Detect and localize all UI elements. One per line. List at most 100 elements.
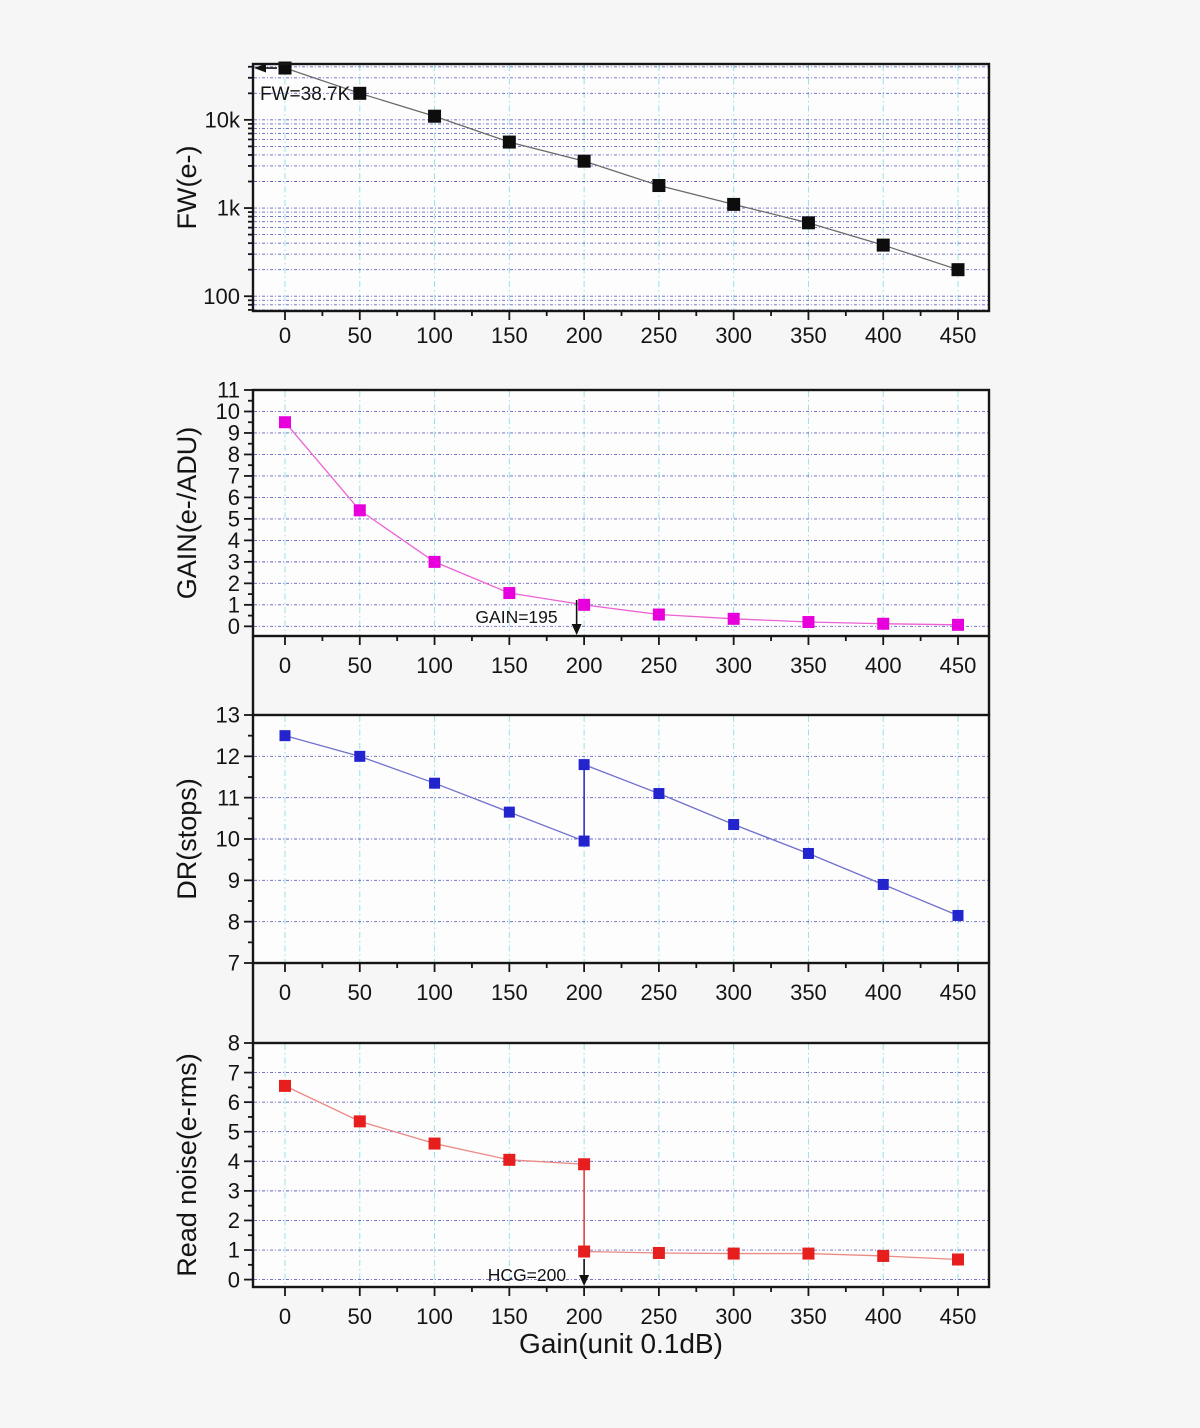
x-tick-label: 250 [641,980,678,1005]
y-tick-label: 11 [217,378,240,403]
y-tick-label: 10 [216,827,240,852]
data-point [503,1153,516,1166]
y-tick-label: 8 [228,1031,240,1056]
data-point [653,788,665,800]
x-tick-label: 150 [491,980,528,1005]
annotation: GAIN=195 [475,600,582,635]
x-tick-label: 0 [279,653,291,678]
data-point [503,806,515,818]
data-point [354,750,366,762]
annotation-arrowhead [571,624,582,635]
data-point [578,1158,591,1171]
x-tick-label: 200 [566,653,603,678]
x-tick-labels: 0 50 100 150 200 250 300 350 400 450 [279,980,976,1005]
x-tick-label: 0 [279,1304,291,1329]
data-point [801,216,815,230]
y-tick-label: 9 [228,421,240,446]
data-point [727,612,740,625]
data-point [578,598,591,611]
y-tick-label: 9 [228,868,240,893]
data-point [429,777,441,789]
data-point [652,179,666,193]
x-tick-label: 300 [715,653,752,678]
y-tick-label: 7 [228,951,240,976]
data-point [877,878,889,890]
y-tick-label: 2 [228,1208,240,1233]
data-point [877,1249,890,1262]
x-tick-label: 50 [348,323,372,348]
y-tick-label: 8 [228,442,240,467]
x-tick-label: 150 [491,1304,528,1329]
data-point [802,616,815,629]
y-tick-labels: 100 1k 10k [203,108,241,309]
y-axis-label: GAIN(e-/ADU) [172,427,202,600]
y-tick-label: 7 [228,1060,240,1085]
x-tick-label: 100 [416,1304,453,1329]
y-tick-label: 11 [217,785,240,810]
x-tick-label: 100 [416,323,453,348]
dr-chart: 0 50 100 150 200 250 300 350 400 450 7 8 9 10 11 12 13 DR… [172,703,991,1005]
y-tick-label: 0 [228,1267,240,1292]
x-tick-label: 50 [348,980,372,1005]
y-tick-label: 13 [216,703,240,728]
x-tick-label: 100 [416,653,453,678]
annotation: FW=38.7K [254,63,351,105]
data-point [578,1245,591,1258]
x-tick-label: 0 [279,323,291,348]
y-tick-label: 4 [228,528,240,553]
data-point [428,555,441,568]
horizontal-gridlines [254,411,988,627]
data-point [279,1079,291,1092]
y-tick-label: 100 [203,284,240,309]
panel-connectors [251,636,991,1043]
x-tick-label: 200 [566,1304,603,1329]
data-point [952,909,964,921]
x-tick-label: 200 [566,323,603,348]
x-tick-labels: 0 50 100 150 200 250 300 350 400 450 [279,1304,976,1329]
series-markers [279,730,964,921]
annotation-arrowhead [254,63,266,73]
fw-chart: 0 50 100 150 200 250 300 350 400 450 100 1k 10kFW(e-… [172,61,991,348]
x-tick-label: 150 [491,323,528,348]
y-tick-label: 6 [228,1090,240,1115]
data-point [802,1247,815,1260]
x-tick-label: 50 [348,653,372,678]
x-axis-title: Gain(unit 0.1dB) [519,1328,723,1359]
data-point [577,154,591,168]
y-tick-label: 4 [228,1149,240,1174]
plot-area [253,1043,989,1287]
y-axis-label: FW(e-) [172,146,202,230]
axis-ticks [244,714,959,972]
data-point [353,1115,366,1128]
x-tick-label: 250 [641,323,678,348]
y-tick-label: 3 [228,550,240,575]
y-tick-label: 5 [228,1119,240,1144]
data-point [727,197,741,211]
annotation-text: GAIN=195 [475,607,557,627]
x-tick-label: 250 [641,653,678,678]
y-tick-label: 3 [228,1179,240,1204]
x-tick-label: 300 [715,323,752,348]
data-point [951,263,965,277]
y-tick-label: 5 [228,507,240,532]
data-point [428,109,442,123]
data-point [652,608,665,621]
axis-ticks [244,389,959,645]
y-tick-labels: 0 1 2 3 4 5 6 7 8 [228,1031,240,1293]
data-point [728,819,740,831]
annotation-arrowhead [579,1275,590,1286]
x-tick-label: 350 [790,653,827,678]
axis-ticks [244,1042,959,1296]
data-point [502,135,516,149]
plot-area [253,390,989,636]
y-tick-label: 1 [228,1238,240,1263]
horizontal-gridlines [254,755,988,923]
series-line [284,421,959,626]
x-tick-label: 400 [865,980,902,1005]
data-point [578,835,590,847]
gain-chart: 0 50 100 150 200 250 300 350 400 4500123456789101… [172,378,991,678]
x-tick-label: 50 [348,1304,372,1329]
